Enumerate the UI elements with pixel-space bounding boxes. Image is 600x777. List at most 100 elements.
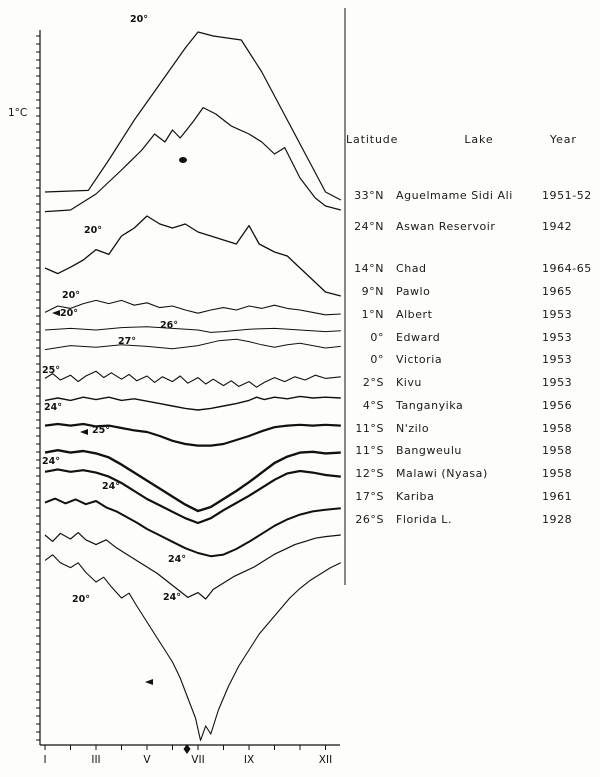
- lake-curve: [44, 215, 341, 297]
- table-row: 0° Victoria 1953: [346, 353, 598, 366]
- table-row: 9°N Pawlo 1965: [346, 285, 598, 298]
- curve-temp-label: 20°: [72, 594, 90, 605]
- lake-cell: Tanganyika: [396, 399, 464, 412]
- arrow-left-icon: [80, 429, 88, 435]
- latitude-cell: 4°S: [362, 399, 384, 412]
- lake-curve: [44, 554, 342, 741]
- year-cell: 1964-65: [542, 262, 592, 275]
- header-latitude: Latitude: [346, 133, 399, 146]
- year-cell: 1958: [542, 422, 573, 435]
- curve-temp-label: 20°: [130, 14, 148, 25]
- lake-curve: [44, 395, 341, 411]
- table-row: 14°N Chad 1964-65: [346, 262, 598, 275]
- lake-cell: N'zilo: [396, 422, 430, 435]
- arrow-left-icon: [52, 310, 60, 316]
- x-tick-label: V: [143, 754, 151, 766]
- table-row: 0° Edward 1953: [346, 331, 598, 344]
- x-tick-label: XII: [319, 754, 332, 766]
- year-cell: 1928: [542, 513, 573, 526]
- curve-temp-label: 24°: [42, 456, 60, 467]
- curve-temp-label: 27°: [118, 336, 136, 347]
- header-year: Year: [550, 133, 577, 146]
- year-cell: 1965: [542, 285, 573, 298]
- lake-curve: [44, 106, 341, 213]
- lake-curve: [44, 497, 341, 558]
- lake-curve: [44, 31, 342, 201]
- lake-cell: Kivu: [396, 376, 422, 389]
- curve-temp-label: 24°: [44, 402, 62, 413]
- latitude-cell: 0°: [370, 353, 384, 366]
- x-tick-label: I: [43, 754, 46, 766]
- latitude-cell: 26°S: [355, 513, 384, 526]
- x-tick-label: IX: [244, 754, 254, 766]
- latitude-cell: 24°N: [354, 220, 384, 233]
- year-cell: 1956: [542, 399, 573, 412]
- lake-curve: [44, 370, 341, 388]
- latitude-cell: 1°N: [361, 308, 384, 321]
- curve-temp-label: 20°: [84, 225, 102, 236]
- latitude-cell: 14°N: [354, 262, 384, 275]
- lake-cell: Pawlo: [396, 285, 431, 298]
- lake-curve: [44, 338, 341, 351]
- lake-cell: Aguelmame Sidi Ali: [396, 189, 513, 202]
- latitude-cell: 11°S: [355, 422, 384, 435]
- latitude-cell: 33°N: [354, 189, 384, 202]
- table-header: Latitude Lake Year: [346, 133, 596, 146]
- year-cell: 1953: [542, 308, 573, 321]
- lake-curve: [44, 299, 341, 316]
- lake-cell: Florida L.: [396, 513, 453, 526]
- table-row: 11°S Bangweulu 1958: [346, 444, 598, 457]
- year-cell: 1953: [542, 331, 573, 344]
- lake-cell: Bangweulu: [396, 444, 462, 457]
- latitude-cell: 17°S: [355, 490, 384, 503]
- table-row: 17°S Kariba 1961: [346, 490, 598, 503]
- diamond-marker: [183, 744, 191, 754]
- latitude-cell: 0°: [370, 331, 384, 344]
- year-cell: 1961: [542, 490, 573, 503]
- latitude-cell: 11°S: [355, 444, 384, 457]
- table-row: 24°N Aswan Reservoir 1942: [346, 220, 598, 233]
- latitude-cell: 2°S: [362, 376, 384, 389]
- table-row: 26°S Florida L. 1928: [346, 513, 598, 526]
- lake-curve: [44, 531, 341, 600]
- x-tick-label: VII: [191, 754, 204, 766]
- curve-temp-label: 25°: [42, 365, 60, 376]
- lake-curve: [44, 326, 341, 333]
- lake-curve: [44, 422, 341, 447]
- ink-blob-mark: [179, 157, 187, 163]
- table-row: 12°S Malawi (Nyasa) 1958: [346, 467, 598, 480]
- year-cell: 1953: [542, 376, 573, 389]
- curve-temp-label: 24°: [163, 592, 181, 603]
- year-cell: 1958: [542, 467, 573, 480]
- curve-temp-label: 20°: [62, 290, 80, 301]
- curve-temp-label: 24°: [102, 481, 120, 492]
- lake-cell: Victoria: [396, 353, 443, 366]
- lake-cell: Malawi (Nyasa): [396, 467, 488, 480]
- lake-cell: Albert: [396, 308, 433, 321]
- lake-curve: [44, 468, 341, 525]
- y-scale-label: 1°C: [8, 107, 27, 119]
- curve-temp-label: 26°: [160, 320, 178, 331]
- lake-cell: Kariba: [396, 490, 435, 503]
- year-cell: 1958: [542, 444, 573, 457]
- header-lake: Lake: [464, 133, 494, 146]
- arrow-left-icon: [145, 679, 153, 685]
- lake-cell: Aswan Reservoir: [396, 220, 496, 233]
- year-cell: 1951-52: [542, 189, 592, 202]
- x-tick-label: III: [91, 754, 100, 766]
- latitude-cell: 12°S: [355, 467, 384, 480]
- lake-curve: [44, 449, 341, 513]
- table-row: 1°N Albert 1953: [346, 308, 598, 321]
- table-row: 4°S Tanganyika 1956: [346, 399, 598, 412]
- table-row: 2°S Kivu 1953: [346, 376, 598, 389]
- year-cell: 1942: [542, 220, 573, 233]
- latitude-cell: 9°N: [361, 285, 384, 298]
- lake-cell: Edward: [396, 331, 441, 344]
- table-row: 11°S N'zilo 1958: [346, 422, 598, 435]
- curve-temp-label: 24°: [168, 554, 186, 565]
- table-row: 33°N Aguelmame Sidi Ali 1951-52: [346, 189, 598, 202]
- curve-temp-label: 20°: [60, 308, 78, 319]
- curve-temp-label: 25°: [92, 425, 110, 436]
